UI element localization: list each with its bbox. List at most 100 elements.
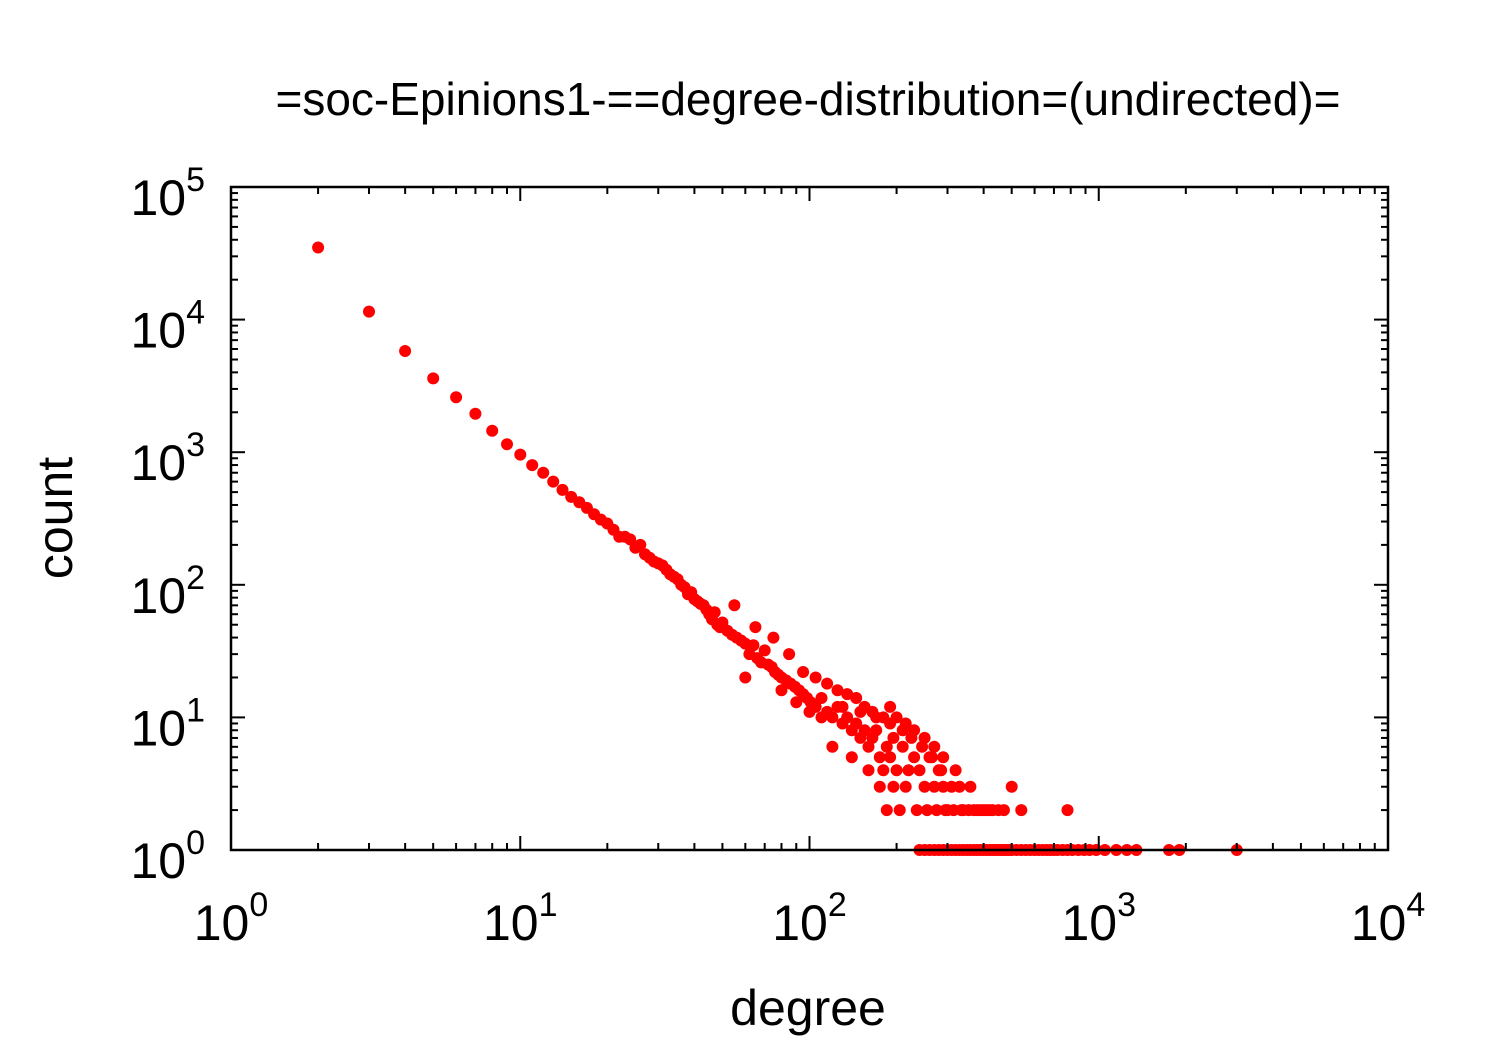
data-point <box>905 731 918 744</box>
y-tick-label: 102 <box>130 559 205 624</box>
data-point <box>890 764 903 777</box>
data-point <box>841 688 854 701</box>
data-point <box>949 764 962 777</box>
data-point <box>363 305 375 318</box>
data-point <box>873 780 886 793</box>
data-point <box>870 724 883 737</box>
y-axis-title: count <box>27 457 83 579</box>
chart-title: =soc-Epinions1-==degree-distribution=(un… <box>275 73 1340 125</box>
data-point <box>312 241 325 254</box>
data-point <box>921 804 934 817</box>
data-point <box>749 621 762 634</box>
data-point <box>930 804 943 817</box>
data-point <box>928 780 941 793</box>
data-point <box>399 345 412 357</box>
plot-frame <box>229 185 1390 852</box>
y-tick-label: 104 <box>130 294 205 359</box>
x-tick-label: 101 <box>483 886 558 951</box>
data-point <box>809 671 822 684</box>
data-point <box>913 764 926 777</box>
x-tick-label: 103 <box>1061 886 1136 951</box>
data-point <box>469 407 482 420</box>
data-point <box>870 711 883 724</box>
data-point <box>953 780 966 793</box>
y-tick-label: 100 <box>130 824 205 889</box>
data-point <box>803 705 816 718</box>
data-point <box>902 764 915 777</box>
data-point <box>850 717 863 730</box>
data-point <box>925 751 938 764</box>
x-tick-labels: 100 101 102 103 104 <box>194 886 1426 951</box>
data-point <box>884 700 897 713</box>
data-point <box>514 448 527 461</box>
data-point <box>708 606 721 619</box>
data-point <box>767 631 780 644</box>
data-point <box>758 644 771 657</box>
x-tick-label: 104 <box>1351 886 1426 951</box>
data-point <box>747 639 760 652</box>
data-point <box>899 780 912 793</box>
data-point <box>501 438 513 451</box>
data-point <box>728 599 741 612</box>
x-tick-label: 100 <box>194 886 269 951</box>
data-point <box>862 764 875 777</box>
data-point <box>1005 780 1018 793</box>
data-point <box>935 764 948 777</box>
data-point <box>858 724 871 737</box>
data-point <box>450 391 463 404</box>
y-tick-labels: 100 101 102 103 104 105 <box>130 161 205 889</box>
data-point <box>790 696 803 709</box>
data-point <box>821 677 834 690</box>
data-point <box>877 764 890 777</box>
data-point <box>537 466 550 479</box>
data-point <box>854 705 867 718</box>
data-point <box>815 692 828 704</box>
data-point <box>916 740 929 753</box>
data-point <box>836 700 849 713</box>
data-point <box>937 780 950 793</box>
data-point <box>884 751 897 764</box>
data-point <box>797 666 810 678</box>
data-point <box>1061 804 1074 817</box>
data-point <box>841 711 854 724</box>
x-axis-title: degree <box>730 980 886 1036</box>
y-tick-label: 103 <box>130 426 205 491</box>
data-point <box>928 740 941 753</box>
x-tick-label: 102 <box>772 886 847 951</box>
data-point <box>880 740 893 753</box>
data-point <box>939 804 952 817</box>
data-point <box>783 648 796 661</box>
y-tick-label: 105 <box>130 161 205 226</box>
data-point <box>547 475 560 488</box>
data-point <box>896 724 909 737</box>
data-point <box>845 751 858 764</box>
data-point <box>887 780 900 793</box>
axis-ticks <box>230 186 1389 851</box>
data-point <box>1015 804 1028 817</box>
data-point <box>526 459 539 472</box>
data-point <box>556 483 569 496</box>
data-point <box>910 804 923 817</box>
data-point <box>908 751 921 764</box>
data-point <box>873 751 886 764</box>
data-point <box>884 717 897 730</box>
y-tick-label: 101 <box>130 691 205 756</box>
data-point <box>831 684 844 697</box>
data-point <box>826 740 839 753</box>
data-point <box>986 804 999 817</box>
data-point <box>826 711 839 724</box>
data-point <box>918 780 931 793</box>
data-point <box>739 671 752 684</box>
data-point <box>964 780 977 793</box>
data-point <box>887 731 900 744</box>
data-point <box>850 692 863 704</box>
data-point <box>880 804 893 817</box>
data-point <box>997 804 1010 817</box>
data-point <box>775 684 788 697</box>
data-point <box>634 538 647 551</box>
data-point <box>486 424 499 437</box>
data-point <box>427 372 440 385</box>
data-point <box>896 740 909 753</box>
data-point <box>937 751 950 764</box>
